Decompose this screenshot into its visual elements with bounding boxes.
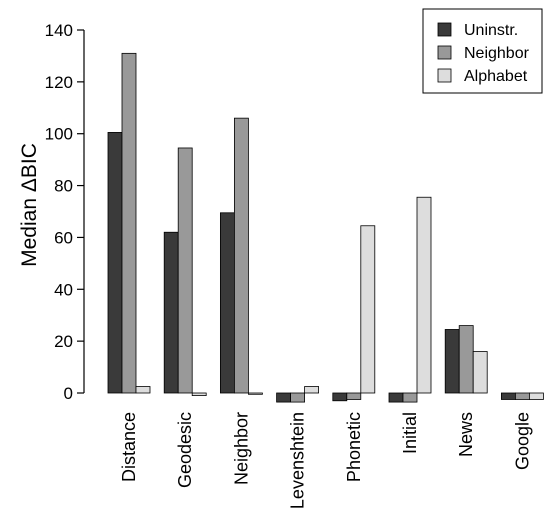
legend-swatch: [437, 45, 452, 60]
bar: [107, 132, 123, 394]
bar: [191, 392, 207, 396]
y-axis: 0 20 40 60 80 100 120 140: [45, 21, 85, 403]
legend-swatch: [437, 22, 452, 37]
bar: [529, 392, 544, 400]
bar: [500, 392, 516, 400]
legend: Uninstr. Neighbor Alphabet: [422, 8, 543, 94]
bar: [472, 351, 488, 394]
y-tick-label: 40: [54, 280, 73, 299]
bar: [402, 392, 418, 403]
legend-label: Uninstr.: [464, 22, 518, 39]
y-tick-label: 20: [54, 332, 73, 351]
bar: [163, 231, 179, 394]
bar: [219, 212, 235, 394]
bar: [177, 147, 193, 394]
bar: [290, 392, 306, 403]
legend-label: Alphabet: [464, 68, 528, 85]
y-tick-label: 0: [64, 384, 73, 403]
y-tick-label: 120: [45, 73, 73, 92]
y-tick-label: 140: [45, 21, 73, 40]
category-label: Google: [512, 412, 532, 470]
category-labels: Distance Geodesic Neighbor Levenshtein Phone…: [119, 412, 532, 509]
category-label: Levenshtein: [288, 412, 308, 509]
bar: [360, 225, 376, 394]
y-tick-label: 100: [45, 125, 73, 144]
y-tick-label: 80: [54, 177, 73, 196]
bar: [304, 386, 320, 394]
bar: [388, 392, 404, 403]
category-label: Distance: [119, 412, 139, 482]
bar: [515, 392, 530, 400]
legend-swatch: [437, 68, 452, 83]
bar: [121, 52, 137, 394]
category-label: News: [456, 412, 476, 457]
bar: [332, 392, 348, 402]
category-label: Initial: [400, 412, 420, 454]
bar: [276, 392, 292, 403]
bar: [346, 392, 362, 400]
y-axis-label: Median ΔBIC: [18, 143, 41, 267]
bar: [444, 329, 460, 394]
legend-label: Neighbor: [464, 45, 530, 62]
bar: [233, 117, 249, 394]
category-label: Geodesic: [175, 412, 195, 488]
bar: [416, 196, 432, 394]
y-tick-label: 60: [54, 228, 73, 247]
bar: [247, 392, 263, 395]
bar: [458, 325, 474, 394]
bars: [107, 52, 544, 403]
category-label: Neighbor: [231, 412, 251, 485]
bar: [135, 386, 151, 394]
category-label: Phonetic: [344, 412, 364, 482]
